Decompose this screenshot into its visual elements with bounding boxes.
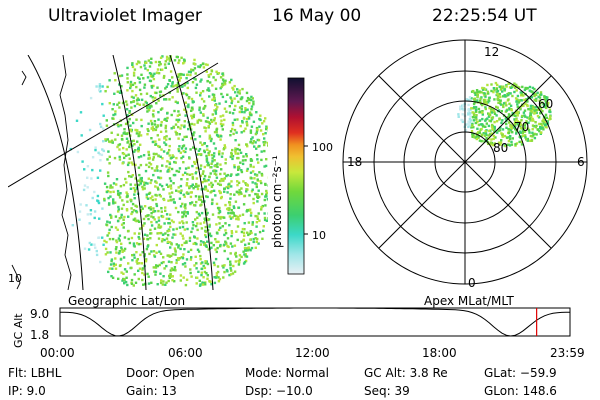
lat-label-80: 80 bbox=[493, 141, 509, 155]
info-dsp: Dsp: −10.0 bbox=[245, 384, 313, 398]
mlt-label-0: 0 bbox=[468, 276, 476, 290]
instrument-title: Ultraviolet Imager bbox=[48, 6, 202, 26]
mlt-label-18: 18 bbox=[347, 155, 363, 169]
altitude-plot bbox=[59, 307, 571, 337]
altitude-curve bbox=[59, 307, 570, 337]
mlt-label-12: 12 bbox=[484, 45, 500, 59]
info-filter: Flt: LBHL bbox=[8, 366, 62, 380]
date-label: 16 May 00 bbox=[272, 6, 362, 26]
altitude-ylabel: GC Alt bbox=[12, 313, 25, 348]
lat-label-60: 60 bbox=[538, 97, 554, 111]
geographic-grid bbox=[8, 55, 219, 290]
info-glon: GLon: 148.6 bbox=[484, 384, 557, 398]
info-gc-altitude: GC Alt: 3.8 Re bbox=[364, 366, 448, 380]
geographic-image-panel bbox=[8, 55, 268, 290]
colorbar bbox=[287, 77, 308, 275]
info-sequence: Seq: 39 bbox=[364, 384, 410, 398]
polar-emission-image bbox=[457, 81, 552, 148]
geographic-label: Geographic Lat/Lon bbox=[68, 294, 186, 308]
info-mode: Mode: Normal bbox=[245, 366, 329, 380]
time-tick-0600: 06:00 bbox=[168, 346, 203, 360]
time-tick-0000: 00:00 bbox=[40, 346, 75, 360]
time-tick-1200: 12:00 bbox=[295, 346, 330, 360]
polar-plot bbox=[342, 39, 588, 285]
lat-label-70: 70 bbox=[514, 120, 530, 134]
time-label: 22:25:54 UT bbox=[432, 6, 537, 26]
altitude-ytick-bottom: 1.8 bbox=[30, 328, 50, 342]
colorbar-tick-100: 100 bbox=[312, 141, 333, 154]
info-glat: GLat: −59.9 bbox=[484, 366, 557, 380]
altitude-ytick-top: 9.0 bbox=[30, 307, 50, 321]
mlt-label-6: 6 bbox=[577, 155, 585, 169]
corner-tick: 10 bbox=[8, 272, 22, 285]
colorbar-tick-10: 10 bbox=[312, 229, 326, 242]
info-ip: IP: 9.0 bbox=[8, 384, 46, 398]
apex-label: Apex MLat/MLT bbox=[424, 294, 514, 308]
time-tick-2359: 23:59 bbox=[550, 346, 585, 360]
info-gain: Gain: 13 bbox=[126, 384, 177, 398]
polar-grid bbox=[342, 39, 588, 285]
colorbar-unit-label: photon cm⁻²s⁻¹ bbox=[270, 155, 284, 248]
time-tick-1800: 18:00 bbox=[422, 346, 457, 360]
info-door: Door: Open bbox=[126, 366, 195, 380]
coastline bbox=[11, 55, 72, 290]
auroral-emission-image bbox=[69, 55, 268, 287]
